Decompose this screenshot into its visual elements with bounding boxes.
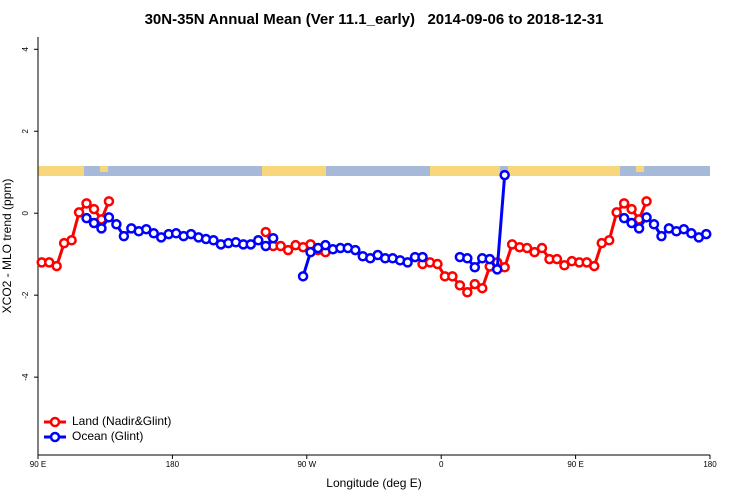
data-point (81, 212, 92, 224)
data-point (454, 280, 466, 291)
data-point (432, 258, 443, 270)
data-point (618, 198, 630, 209)
data-point (536, 242, 548, 254)
data-point (267, 232, 279, 244)
data-point (618, 212, 630, 224)
data-point (103, 196, 115, 207)
data-point (656, 230, 667, 242)
data-point (141, 223, 152, 235)
data-point (208, 235, 219, 246)
data-point (88, 217, 100, 229)
data-point (491, 264, 503, 275)
legend-marker (49, 431, 61, 443)
y-tick-label: -2 (21, 291, 30, 299)
data-point (260, 226, 271, 238)
data-point (66, 235, 77, 246)
data-point (402, 257, 413, 268)
y-tick-label: 4 (21, 47, 30, 52)
data-point (51, 260, 62, 272)
data-point (462, 253, 473, 264)
data-point (103, 212, 115, 223)
data-point (701, 228, 712, 240)
land-band (38, 166, 84, 176)
data-point (260, 240, 271, 252)
data-point (633, 223, 645, 234)
data-point (118, 230, 130, 242)
y-tick-label: 2 (21, 128, 30, 133)
data-point (282, 244, 294, 256)
data-point (447, 271, 458, 282)
y-tick-label: -4 (21, 373, 30, 381)
land-band (100, 166, 108, 172)
data-point (626, 217, 637, 229)
x-tick-label: 90 E (567, 460, 583, 469)
data-point (148, 228, 159, 239)
data-point (81, 198, 92, 209)
data-point (96, 223, 107, 234)
chart-title: 30N-35N Annual Mean (Ver 11.1_early) 201… (145, 11, 604, 28)
x-axis-label: Longitude (deg E) (326, 476, 421, 490)
x-tick-label: 180 (703, 460, 717, 469)
data-point (253, 235, 264, 246)
data-point (626, 203, 637, 215)
data-point (297, 271, 309, 282)
data-point (275, 240, 286, 252)
y-tick-label: 0 (21, 210, 30, 215)
data-point (603, 235, 615, 246)
data-point (350, 244, 361, 256)
data-point (559, 260, 570, 271)
x-tick-label: 90 E (30, 460, 46, 469)
data-point (245, 239, 257, 250)
data-point (320, 239, 331, 251)
ocean-band (38, 166, 710, 176)
data-point (521, 242, 533, 254)
data-point (469, 278, 481, 290)
legend-label: Land (Nadir&Glint) (72, 414, 171, 428)
y-axis-label: XCO2 - MLO trend (ppm) (0, 179, 14, 314)
land-band (430, 166, 500, 176)
data-point (462, 287, 473, 298)
x-tick-label: 90 W (297, 460, 316, 469)
data-point (641, 196, 652, 207)
data-point (469, 262, 481, 273)
data-point (417, 251, 428, 263)
x-tick-label: 180 (166, 460, 180, 469)
x-tick-label: 0 (439, 460, 444, 469)
data-point (589, 260, 600, 272)
data-point (111, 219, 122, 230)
data-point (484, 253, 495, 265)
data-point (611, 207, 622, 218)
data-point (88, 203, 100, 215)
data-point (686, 228, 697, 239)
data-point (73, 207, 85, 218)
data-point (641, 212, 652, 223)
land-band (262, 166, 326, 176)
data-point (678, 223, 690, 235)
data-point (551, 253, 563, 265)
data-point (477, 282, 488, 294)
data-point (305, 246, 316, 258)
data-point (529, 246, 540, 258)
land-band (508, 166, 620, 176)
data-point (499, 169, 510, 181)
data-point (648, 219, 660, 230)
land-ocean-strip (38, 166, 710, 176)
land-band (636, 166, 644, 172)
legend-marker (49, 416, 61, 428)
legend-label: Ocean (Glint) (72, 429, 143, 443)
